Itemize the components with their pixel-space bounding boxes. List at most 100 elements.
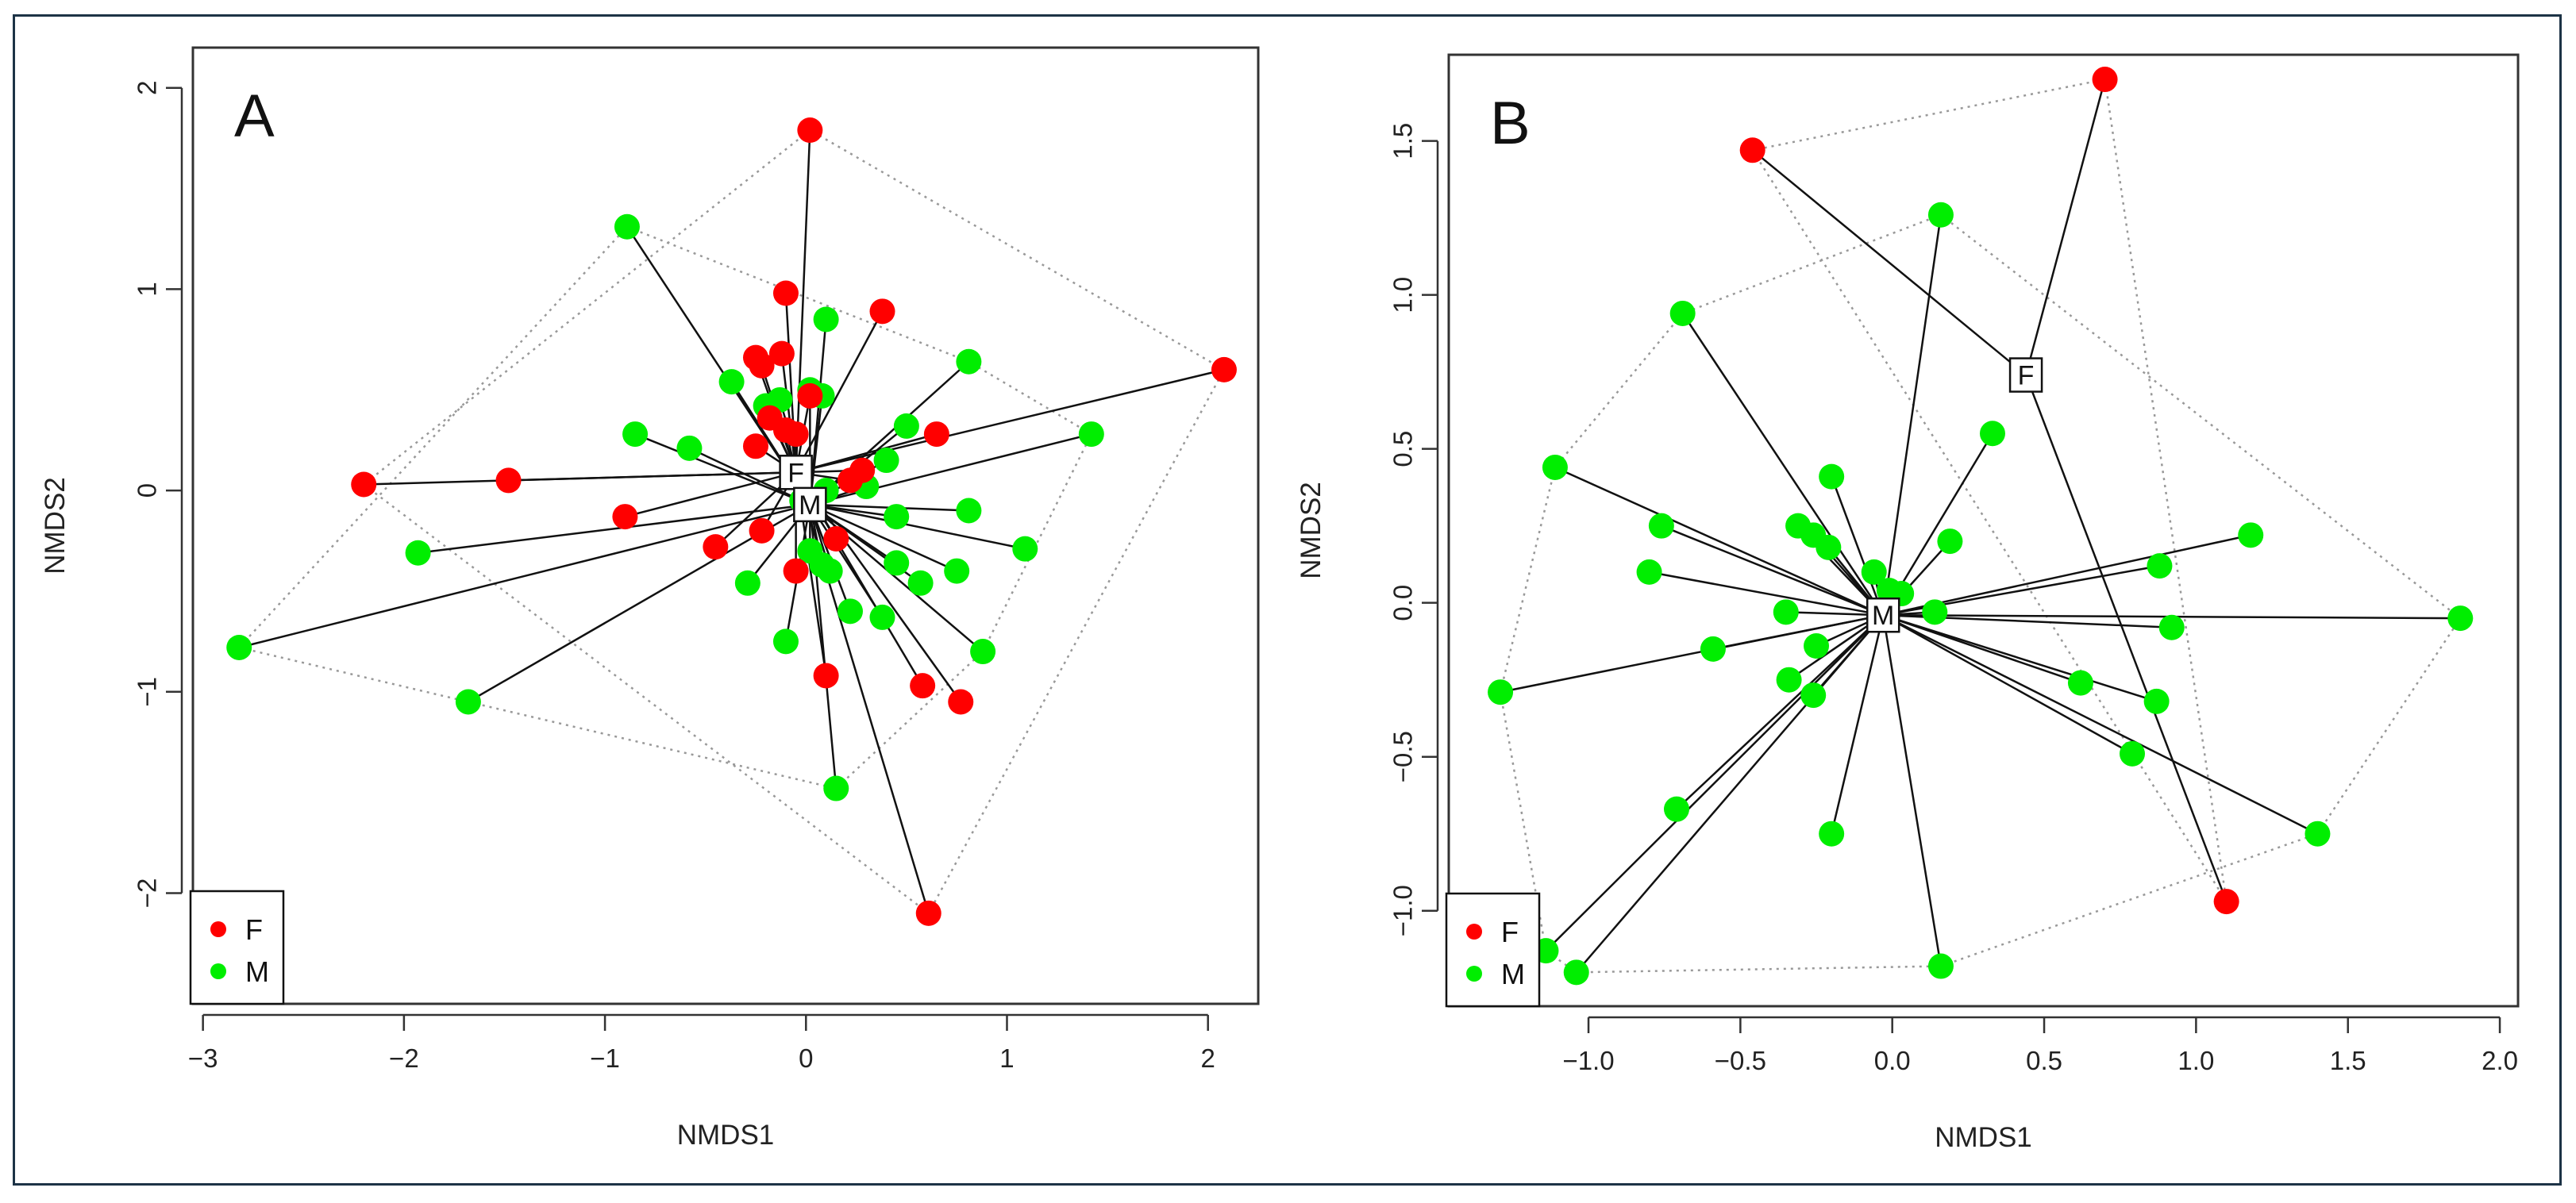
panel-a-centroid-box-m (793, 486, 827, 523)
panel-a-x-axis: −3 −2 −1 0 1 2 (188, 1013, 1215, 1073)
panel-a-spider-m-31 (238, 503, 811, 649)
panel-a-point-f-10 (742, 433, 768, 459)
panel-b-point-m-24 (2067, 670, 2093, 696)
panel-b-y-axis-label: NMDS2 (1296, 482, 1327, 579)
figure-frame (13, 14, 2562, 1186)
panel-b-spider-m-33 (1881, 615, 1943, 967)
panel-a-x-tick-label-2: −1 (590, 1043, 620, 1073)
panel-b-spider-m-32 (1575, 614, 1885, 974)
panel-b-point-m-11 (1636, 559, 1662, 585)
panel-b-point-m-3 (1542, 454, 1568, 480)
panel-a-point-f-14 (495, 467, 522, 494)
panel-a-point-m-2 (956, 348, 982, 375)
panel-a-point-m-31 (226, 634, 252, 660)
panel-b-hull-f (1750, 78, 2228, 902)
panel-a-spider-m-11 (688, 447, 811, 505)
panel-a-x-tick-label-4: 1 (999, 1043, 1014, 1073)
panel-a-point-f-23 (910, 673, 936, 699)
panel-a-point-f-4 (768, 340, 795, 367)
panel-b-x-axis: −1.0 −0.5 0.0 0.5 1.0 1.5 2.0 (1562, 1016, 2518, 1075)
panel-a-spider-m-28 (809, 504, 884, 618)
panel-a-centroid-label-f: F (787, 458, 804, 488)
panel-a-spider-f-17 (625, 471, 796, 518)
panel-b-point-m-7 (1648, 513, 1674, 539)
panel-a-point-m-19 (1012, 536, 1038, 562)
panel-a-point-f-11 (923, 421, 949, 448)
panel-a-point-m-9 (1078, 421, 1104, 448)
panel-b-spider-f-1 (1751, 149, 2027, 376)
panel-b-spider-f-2 (2024, 375, 2228, 902)
panel-b-point-m-12 (2147, 553, 2173, 579)
panel-a-point-f-2 (869, 298, 895, 325)
panel-b-spider-m-0 (1881, 214, 1943, 616)
panel-b-y-tick-label-0: −1.0 (1388, 885, 1418, 936)
panel-a-legend-box (189, 890, 285, 1005)
panel-a-legend-label-m: M (245, 955, 269, 988)
panel-a-plot-frame (191, 46, 1260, 1005)
panel-a-point-m-10 (622, 421, 649, 448)
panel-b-point-m-27 (2120, 740, 2146, 767)
panel-b-legend-swatch-f (1466, 924, 1482, 940)
panel-a-y-tick-label-4: 2 (133, 81, 162, 95)
panel-b-x-tick-label-2: 0.0 (1874, 1046, 1911, 1075)
panel-b-y-tick-label-2: 0.0 (1388, 585, 1418, 621)
panel-a-x-tick-label-5: 2 (1201, 1043, 1215, 1073)
panel-a-y-tick-label-1: −1 (133, 677, 162, 707)
panel-b-y-tick-label-4: 1.0 (1388, 277, 1418, 313)
panel-a-point-f-21 (783, 558, 809, 584)
panel-b-point-f-2 (2213, 889, 2239, 915)
panel-a-spider-f-14 (508, 471, 796, 482)
panel-b-point-m-16 (1922, 599, 1948, 625)
panel-b-spider-m-11 (1649, 571, 1884, 617)
panel-a-point-f-13 (351, 471, 377, 498)
panel-b-x-tick-label-6: 2.0 (2482, 1046, 2518, 1075)
panel-a-legend: FM (189, 890, 285, 1005)
panel-b-point-m-25 (2143, 688, 2170, 714)
panel-a-point-m-30 (970, 639, 996, 665)
panel-a-point-m-29 (772, 628, 799, 655)
panel-b-y-tick-label-1: −0.5 (1388, 731, 1418, 782)
panel-b-legend-swatch-m (1466, 966, 1482, 982)
panel-b-point-m-30 (2305, 821, 2331, 847)
panel-b-point-m-18 (2158, 614, 2185, 640)
panel-a-point-m-28 (869, 604, 895, 630)
panel-a-point-m-26 (817, 558, 843, 584)
panel-a-point-f-5 (749, 352, 775, 379)
panel-a-x-tick-label-0: −3 (188, 1043, 218, 1073)
panel-a-spiders (238, 129, 1225, 914)
panel-b-x-tick-label-4: 1.0 (2177, 1046, 2214, 1075)
panel-a-point-m-12 (873, 448, 899, 474)
panel-a-point-m-21 (907, 570, 934, 596)
panel-b-spider-m-26 (1500, 613, 1884, 694)
panel-a-point-m-1 (813, 306, 839, 332)
panel-a-point-f-9 (783, 421, 809, 448)
panel-b-legend-box (1445, 892, 1541, 1008)
panel-b-point-m-6 (2238, 522, 2264, 548)
panel-a-hulls (237, 129, 1226, 915)
panel-a-point-f-20 (823, 525, 849, 552)
panel-a-x-tick-label-3: 0 (799, 1043, 813, 1073)
panel-b-plot-frame (1447, 53, 2520, 1008)
panel-b-point-f-1 (1739, 137, 1765, 163)
panel-b-centroid-box-f (2008, 357, 2043, 393)
panel-b-point-m-2 (1979, 421, 2005, 447)
panel-b-hulls (1499, 78, 2462, 974)
panel-b-spider-m-6 (1882, 534, 2251, 617)
panel-a-panel-label: A (234, 83, 275, 150)
panel-a-legend-label-f: F (245, 913, 263, 946)
panel-b-y-tick-label-5: 1.5 (1388, 123, 1418, 160)
panel-a-centroid-label-m: M (799, 490, 821, 521)
panel-b-spider-m-7 (1661, 525, 1884, 617)
panel-b-point-m-21 (1804, 633, 1830, 659)
panel-a-spider-m-2 (809, 360, 970, 505)
panel-b-centroid-label-f: F (2018, 361, 2035, 391)
panel-b-spider-m-4 (1830, 476, 1885, 616)
panel-b-spider-m-28 (1676, 614, 1885, 810)
panel-b-spider-m-27 (1882, 614, 2133, 755)
panel-a-y-axis-label: NMDS2 (40, 477, 71, 575)
panel-a-point-f-25 (915, 900, 941, 926)
panel-b-point-m-20 (1700, 636, 1726, 662)
panel-b-point-m-29 (1819, 821, 1845, 847)
panel-b-point-f-0 (2092, 67, 2118, 93)
